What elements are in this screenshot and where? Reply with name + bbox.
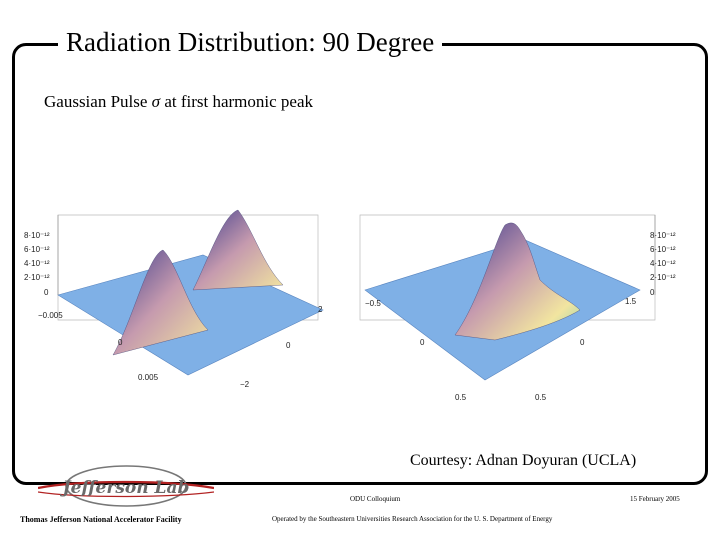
right-z-tick-3: 4·10⁻¹² — [650, 259, 676, 268]
right-y-tick-3: 0.5 — [535, 393, 547, 402]
right-z-tick-5: 0 — [650, 288, 655, 297]
left-z-tick-3: 4·10⁻¹² — [24, 259, 50, 268]
right-x-tick-3: 0.5 — [455, 393, 467, 402]
slide-title: Radiation Distribution: 90 Degree — [58, 24, 443, 60]
left-y-tick-1: 2 — [318, 305, 323, 314]
presentation-date: 15 February 2005 — [630, 495, 680, 503]
left-peak-2 — [192, 209, 284, 291]
left-z-tick-1: 8·10⁻¹² — [24, 231, 50, 240]
right-box-back — [359, 214, 656, 321]
right-z-tick-4: 2·10⁻¹² — [650, 273, 676, 282]
subtitle-suffix: at first harmonic peak — [160, 92, 314, 111]
right-y-tick-1: 1.5 — [625, 297, 637, 306]
sigma-symbol: σ — [151, 92, 161, 111]
right-z-tick-1: 8·10⁻¹² — [650, 231, 676, 240]
left-x-tick-3: 0.005 — [138, 373, 159, 382]
left-x-tick-1: −0.005 — [38, 311, 63, 320]
slide-subtitle: Gaussian Pulse σ at first harmonic peak — [44, 92, 313, 112]
right-y-tick-2: 0 — [580, 338, 585, 347]
left-surface-plot: 8·10⁻¹² 6·10⁻¹² 4·10⁻¹² 2·10⁻¹² 0 −0.005… — [24, 209, 324, 389]
left-z-tick-2: 6·10⁻¹² — [24, 245, 50, 254]
colloquium-label: ODU Colloquium — [350, 495, 401, 503]
operated-by-text: Operated by the Southeastern Universitie… — [272, 515, 553, 523]
left-z-tick-5: 0 — [44, 288, 49, 297]
left-y-tick-2: 0 — [286, 341, 291, 350]
right-surface-plot: 8·10⁻¹² 6·10⁻¹² 4·10⁻¹² 2·10⁻¹² 0 −0.5 0… — [359, 214, 676, 402]
right-peak — [454, 222, 581, 341]
jefferson-lab-logo: Jefferson Lab — [38, 465, 214, 507]
left-y-tick-3: −2 — [240, 380, 250, 389]
subtitle-prefix: Gaussian Pulse — [44, 92, 152, 111]
left-z-tick-4: 2·10⁻¹² — [24, 273, 50, 282]
courtesy-credit: Courtesy: Adnan Doyuran (UCLA) — [410, 452, 637, 469]
right-z-tick-2: 6·10⁻¹² — [650, 245, 676, 254]
left-peak-1 — [112, 249, 209, 356]
lab-name: Thomas Jefferson National Accelerator Fa… — [20, 515, 182, 524]
left-x-tick-2: 0 — [118, 338, 123, 347]
svg-text:Jefferson Lab: Jefferson Lab — [60, 478, 190, 498]
right-x-tick-1: −0.5 — [365, 299, 381, 308]
right-x-tick-2: 0 — [420, 338, 425, 347]
